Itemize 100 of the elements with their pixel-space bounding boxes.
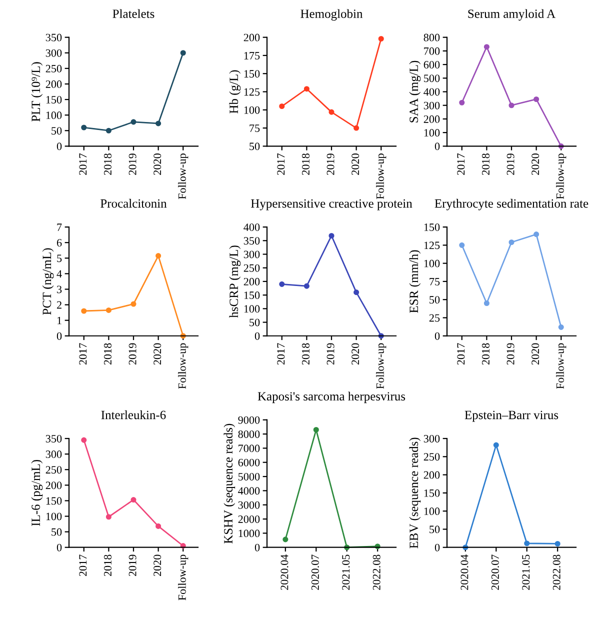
point [459,100,465,106]
point [156,523,162,529]
y-tick-label: 4000 [238,487,260,495]
point [558,324,564,330]
point [130,301,136,307]
y-tick-label: 100 [244,305,260,313]
x-tick-label: 2018 [104,154,112,175]
y-tick-label: 125 [244,88,260,96]
point [304,86,310,92]
x-tick-label: 2020 [154,343,162,365]
y-tick-label: 3 [57,286,62,294]
chart-title: Hemoglobin [300,9,363,21]
y-tick-label: 100 [46,512,62,520]
x-tick-label: 2022.08 [552,554,560,590]
point [282,536,288,542]
y-tick-label: 2 [56,301,62,309]
x-tick-label: 2022.08 [372,554,380,590]
point [378,36,384,42]
y-tick-label: 500 [424,74,440,82]
y-tick-label: 100 [424,508,440,516]
y-axis-title: PLT (10⁹/L) [31,62,43,122]
point [328,109,334,115]
y-tick-label: 200 [244,278,260,286]
y-axis-title: KSHV (sequence reads) [224,424,236,544]
y-axis-title: SAA (mg/L) [409,60,421,122]
x-tick-label: 2018 [482,154,490,175]
point [180,50,186,56]
point [328,232,334,239]
y-axis-title: IL-6 (pg/mL) [31,460,43,526]
x-tick-label: 2017 [79,554,87,576]
y-tick-label: 300 [46,49,62,57]
point [279,281,285,287]
point [484,44,490,50]
y-tick-label: 0 [254,332,260,340]
y-tick-label: 150 [244,70,260,78]
point [81,124,87,130]
x-tick-label: Follow-up [178,554,188,600]
y-tick-label: 50 [430,526,440,534]
x-tick-label: 2019 [506,343,514,365]
point [106,514,112,520]
x-tick-label: 2021.05 [342,554,350,590]
y-tick-label: 175 [244,52,260,60]
y-axis-title: ESR (mm/h) [409,250,421,313]
x-tick-label: 2020.04 [460,554,468,590]
chart-title: Epstein–Barr virus [464,410,558,422]
x-tick-label: 2018 [482,343,490,365]
x-tick-label: 2019 [506,154,514,175]
y-tick-label: 400 [244,223,260,231]
x-tick-label: 2017 [79,343,87,365]
y-tick-label: 0 [56,332,62,340]
point [354,290,360,296]
y-tick-label: 250 [244,264,260,272]
x-tick-label: 2018 [104,343,112,365]
y-tick-label: 0 [434,142,440,150]
point [156,120,162,126]
y-tick-label: 25 [429,314,440,322]
y-tick-label: 150 [424,223,440,231]
y-tick-label: 100 [424,129,440,137]
y-tick-label: 100 [424,260,440,268]
x-tick-label: 2019 [326,154,334,175]
x-tick-label: 2018 [302,154,310,175]
point [524,540,530,546]
x-tick-label: 2017 [457,153,465,175]
x-tick-label: Follow-up [376,343,386,389]
x-tick-label: 2019 [128,154,136,175]
y-tick-label: 350 [244,237,260,245]
point [130,119,136,125]
y-tick-label: 0 [56,142,62,150]
y-tick-label: 200 [424,115,440,123]
y-tick-label: 6000 [238,458,260,466]
y-tick-label: 200 [46,482,62,490]
y-tick-label: 6 [56,239,62,247]
point [354,125,360,131]
y-tick-label: 4 [56,270,62,278]
point [534,232,540,238]
point [130,497,136,503]
y-tick-label: 250 [46,466,62,474]
point [304,283,310,289]
y-tick-label: 1000 [238,530,260,538]
y-tick-label: 75 [430,278,440,286]
y-tick-label: 200 [46,80,62,88]
y-tick-label: 200 [424,471,440,479]
y-tick-label: 7 [57,224,62,231]
y-tick-label: 600 [424,61,440,68]
chart-title: Kaposi's sarcoma herpesvirus [258,392,406,404]
y-tick-label: 50 [250,318,260,326]
point [484,300,490,306]
y-tick-label: 50 [250,142,260,150]
chart-title: Serum amyloid A [468,9,556,21]
chart-title: Interleukin-6 [101,410,166,420]
y-tick-label: 50 [52,127,62,135]
x-tick-label: 2020 [154,154,162,175]
x-tick-label: 2018 [104,554,112,576]
y-tick-label: 8000 [238,430,260,438]
y-tick-label: 150 [244,292,260,300]
chart-title: Platelets [112,9,154,18]
y-axis-title: PCT (ng/mL) [42,248,54,315]
x-tick-label: 2020 [532,154,540,175]
y-tick-label: 300 [424,102,440,110]
x-tick-label: 2021.05 [522,554,530,590]
